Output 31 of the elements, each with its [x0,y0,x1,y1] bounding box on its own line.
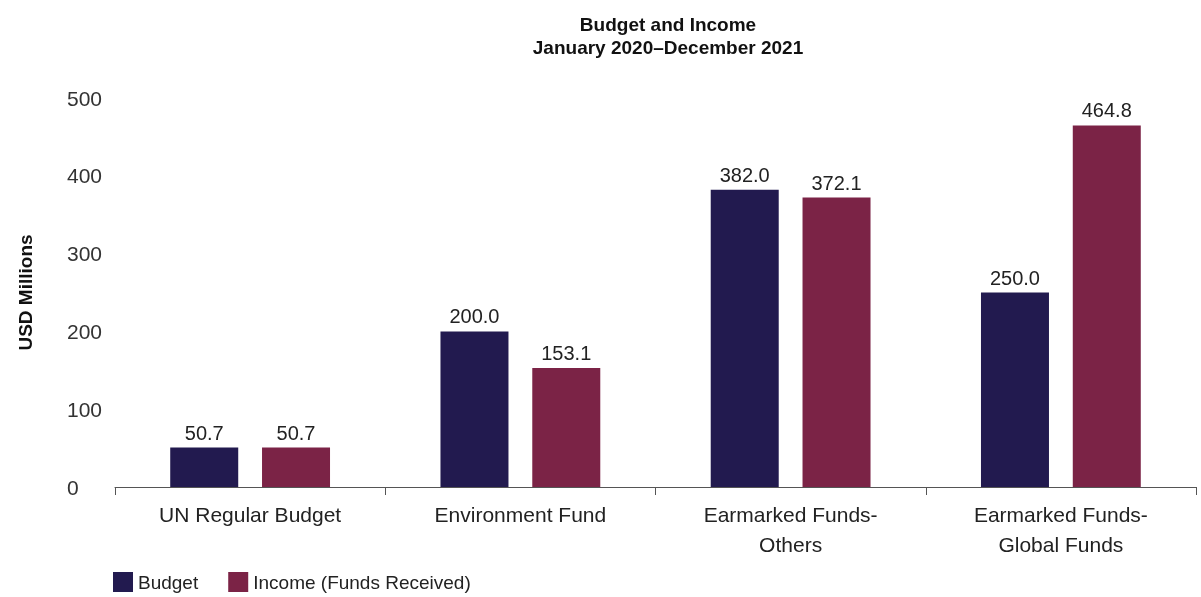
y-axis-title: USD Millions [15,234,36,351]
y-tick-label: 100 [67,397,103,421]
x-tick-label: UN Regular Budget [159,502,342,526]
bar [440,331,509,487]
legend-label: Income (Funds Received) [253,571,471,593]
data-label: 250.0 [989,266,1041,289]
x-tick-label: Earmarked Funds-Global Funds [973,502,1148,556]
y-tick-label: 500 [67,86,103,110]
data-label: 372.1 [811,171,862,194]
y-tick-label: 200 [67,319,103,343]
data-label: 382.0 [719,163,770,186]
bar [710,189,779,487]
bar [1072,125,1141,487]
x-tick-label: Earmarked Funds-Others [703,502,878,556]
y-tick-label: 300 [67,242,103,266]
x-tick-label: Environment Fund [434,502,607,526]
data-label: 50.7 [276,421,316,444]
y-tick-label: 0 [67,475,79,499]
legend-label: Budget [138,571,199,593]
bar [170,447,239,487]
bar [802,197,871,487]
chart-subtitle: January 2020–December 2021 [532,37,804,58]
data-label: 200.0 [449,305,500,328]
data-label: 464.8 [1081,99,1132,122]
data-label: 153.1 [541,341,592,364]
bar [532,367,601,487]
bar [262,447,331,487]
bar [980,292,1049,487]
data-label: 50.7 [184,421,224,444]
y-tick-label: 400 [67,164,103,188]
chart-title: Budget and Income [579,14,757,35]
